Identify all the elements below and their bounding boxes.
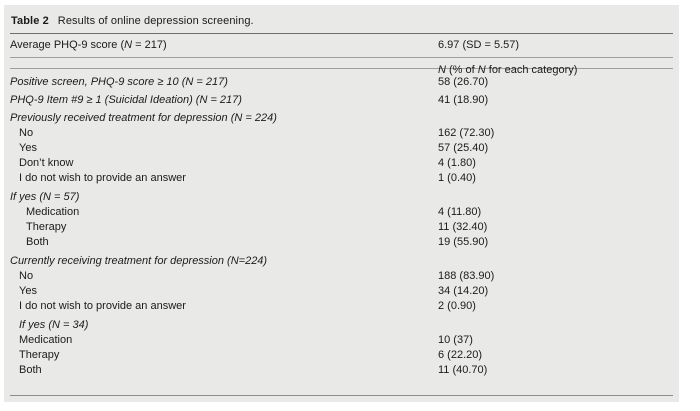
row-value: 11 (40.70) (438, 364, 488, 376)
column-header-row: N (% of N for each category) (4, 58, 679, 76)
italic-text: N (124, 39, 133, 51)
summary-row: Average PHQ-9 score (N = 217) 6.97 (SD =… (4, 34, 679, 57)
row-value: 34 (14.20) (438, 285, 489, 297)
summary-row-value: 6.97 (SD = 5.57) (438, 39, 520, 51)
table-row: Don’t know 4 (1.80) (4, 156, 679, 171)
table-row: Therapy 11 (32.40) (4, 220, 679, 235)
table-row: Yes 34 (14.20) (4, 284, 679, 299)
row-label: Yes (19, 285, 37, 297)
row-value: 6 (22.20) (438, 349, 483, 361)
row-label: Positive screen, PHQ-9 score ≥ 10 (N = 2… (10, 76, 228, 88)
row-value: 4 (11.80) (438, 206, 482, 218)
row-value: 41 (18.90) (438, 94, 489, 106)
row-label: Medication (26, 206, 80, 218)
table-body: Positive screen, PHQ-9 score ≥ 10 (N = 2… (4, 69, 679, 378)
summary-row-label: Average PHQ-9 score (N = 217) (4, 38, 167, 53)
table-row: No 188 (83.90) (4, 269, 679, 284)
table-row: Both 11 (40.70) (4, 363, 679, 378)
row-value: 1 (0.40) (438, 172, 476, 184)
row-label: Both (19, 364, 42, 376)
row-label: No (19, 270, 34, 282)
column-header-value: N (% of N for each category) (438, 63, 577, 78)
table-caption: Table 2 Results of online depression scre… (4, 5, 679, 33)
row-label: If yes (N = 57) (10, 191, 80, 203)
row-label: If yes (N = 34) (19, 319, 89, 331)
row-value: 10 (37) (438, 334, 473, 346)
row-value: 2 (0.90) (438, 300, 476, 312)
row-label: Previously received treatment for depres… (10, 112, 277, 124)
row-value: 58 (26.70) (438, 76, 489, 88)
divider-top (10, 33, 673, 34)
table-row: Positive screen, PHQ-9 score ≥ 10 (N = 2… (4, 75, 679, 90)
table-row: If yes (N = 34) (4, 318, 679, 333)
divider-after-header (10, 68, 673, 69)
row-label: PHQ-9 Item #9 ≥ 1 (Suicidal Ideation) (N… (10, 94, 242, 106)
divider-after-summary (10, 57, 673, 58)
table-row: Currently receiving treatment for depres… (4, 254, 679, 269)
table-caption-number: Table 2 (11, 15, 49, 27)
table-row: Previously received treatment for depres… (4, 111, 679, 126)
italic-text: N (438, 64, 446, 76)
plain-text: (% of (445, 64, 478, 76)
row-value: 57 (25.40) (438, 142, 489, 154)
table-row: Yes 57 (25.40) (4, 141, 679, 156)
row-label: Yes (19, 142, 37, 154)
table-row: Medication 4 (11.80) (4, 205, 679, 220)
row-label: Therapy (26, 221, 67, 233)
row-value: 188 (83.90) (438, 270, 495, 282)
italic-text: N (477, 64, 486, 76)
table-row: Therapy 6 (22.20) (4, 348, 679, 363)
table-row: PHQ-9 Item #9 ≥ 1 (Suicidal Ideation) (N… (4, 93, 679, 108)
row-label: I do not wish to provide an answer (19, 172, 186, 184)
row-label: I do not wish to provide an answer (19, 300, 186, 312)
plain-text: = 217) (132, 39, 167, 51)
row-label: No (19, 127, 34, 139)
table-row: Both 19 (55.90) (4, 235, 679, 250)
row-value: 19 (55.90) (438, 236, 489, 248)
row-label: Don’t know (19, 157, 74, 169)
row-label: Medication (19, 334, 73, 346)
row-label: Currently receiving treatment for depres… (10, 255, 268, 267)
table-row: No 162 (72.30) (4, 126, 679, 141)
row-value: 11 (32.40) (438, 221, 488, 233)
table-row: I do not wish to provide an answer 1 (0.4… (4, 171, 679, 186)
row-value: 4 (1.80) (438, 157, 476, 169)
plain-text: Average PHQ-9 score ( (10, 39, 125, 51)
table-row: Medication 10 (37) (4, 333, 679, 348)
row-label: Both (26, 236, 49, 248)
row-label: Therapy (19, 349, 60, 361)
table-row: I do not wish to provide an answer 2 (0.9… (4, 299, 679, 314)
divider-bottom (10, 395, 673, 396)
table-row: If yes (N = 57) (4, 190, 679, 205)
results-table: Table 2 Results of online depression scre… (4, 5, 679, 402)
row-value: 162 (72.30) (438, 127, 495, 139)
plain-text: for each category) (485, 64, 578, 76)
table-caption-text: Results of online depression screening. (57, 15, 254, 27)
